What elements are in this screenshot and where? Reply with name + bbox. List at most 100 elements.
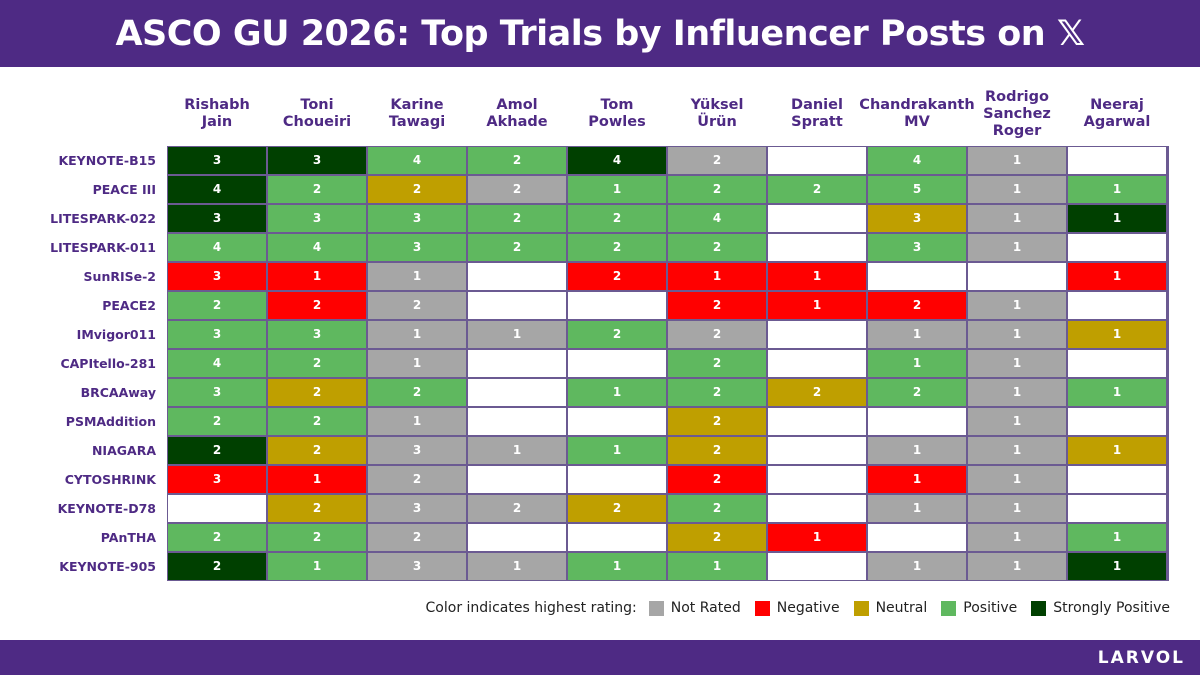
heatmap-cell	[567, 465, 667, 494]
heatmap-cell: 2	[167, 291, 267, 320]
heatmap-cell: 1	[1067, 552, 1167, 581]
heatmap-cell	[867, 523, 967, 552]
heatmap-cell: 1	[767, 291, 867, 320]
heatmap-cell: 2	[667, 465, 767, 494]
heatmap-cell: 1	[467, 320, 567, 349]
heatmap-cell: 1	[367, 349, 467, 378]
heatmap-cell: 2	[667, 175, 767, 204]
heatmap-cell: 4	[167, 233, 267, 262]
heatmap-cell: 2	[267, 436, 367, 465]
heatmap-cell: 1	[967, 204, 1067, 233]
heatmap-cell: 1	[467, 552, 567, 581]
heatmap-cell: 3	[367, 552, 467, 581]
heatmap-cell: 1	[867, 465, 967, 494]
heatmap-cell: 2	[867, 378, 967, 407]
heatmap-cell: 2	[667, 233, 767, 262]
heatmap-cell	[467, 407, 567, 436]
heatmap-cell: 3	[167, 262, 267, 291]
heatmap-cell	[467, 465, 567, 494]
heatmap-cell	[467, 349, 567, 378]
legend-item: Not Rated	[648, 600, 741, 616]
heatmap-cell: 1	[967, 291, 1067, 320]
heatmap-cell: 1	[967, 407, 1067, 436]
row-header: KEYNOTE-D78	[57, 501, 156, 516]
legend: Color indicates highest rating: Not Rate…	[426, 600, 1170, 616]
column-header: Toni Choueiri	[282, 97, 352, 130]
heatmap-cell: 2	[667, 436, 767, 465]
legend-items: Not Rated Negative Neutral Positive Strongly…	[648, 600, 1170, 616]
heatmap-cell: 2	[367, 523, 467, 552]
heatmap-cell: 3	[267, 146, 367, 175]
column-header: Rodrigo Sanchez Roger	[983, 88, 1051, 139]
heatmap-cell: 1	[1067, 436, 1167, 465]
title-bar: ASCO GU 2026: Top Trials by Influencer P…	[0, 0, 1200, 67]
heatmap-cell: 3	[167, 204, 267, 233]
heatmap-cell: 2	[667, 320, 767, 349]
heatmap-cell	[1067, 146, 1167, 175]
heatmap-cell: 1	[1067, 378, 1167, 407]
row-header: KEYNOTE-B15	[58, 153, 156, 168]
row-header: LITESPARK-011	[50, 240, 156, 255]
heatmap-cell: 1	[867, 349, 967, 378]
heatmap-cell: 1	[967, 494, 1067, 523]
heatmap-cell: 1	[767, 262, 867, 291]
row-header: PEACE2	[102, 298, 156, 313]
heatmap-cell	[967, 262, 1067, 291]
heatmap-cell: 3	[367, 233, 467, 262]
heatmap-cell	[767, 407, 867, 436]
heatmap-cell: 1	[467, 436, 567, 465]
heatmap-cell: 1	[967, 378, 1067, 407]
row-header: PEACE III	[92, 182, 156, 197]
heatmap-cell: 1	[267, 465, 367, 494]
heatmap-cell: 2	[467, 494, 567, 523]
page-title: ASCO GU 2026: Top Trials by Influencer P…	[115, 13, 1085, 54]
heatmap-cell: 2	[667, 494, 767, 523]
heatmap-cell: 2	[767, 175, 867, 204]
heatmap-cell: 1	[567, 378, 667, 407]
column-header: Yüksel Ürün	[690, 97, 744, 130]
legend-item: Strongly Positive	[1031, 600, 1170, 616]
legend-swatch	[853, 600, 869, 616]
heatmap-cell: 2	[567, 262, 667, 291]
heatmap-cell: 1	[1067, 262, 1167, 291]
legend-item: Neutral	[853, 600, 928, 616]
heatmap-cell: 2	[667, 291, 767, 320]
legend-item: Positive	[941, 600, 1017, 616]
heatmap-cell	[767, 204, 867, 233]
heatmap-cell: 1	[1067, 320, 1167, 349]
heatmap-cell	[567, 291, 667, 320]
heatmap-cell: 1	[567, 552, 667, 581]
legend-swatch	[648, 600, 664, 616]
heatmap-cell	[767, 320, 867, 349]
heatmap-cell: 2	[667, 146, 767, 175]
legend-label: Not Rated	[670, 600, 741, 616]
heatmap-cell	[467, 262, 567, 291]
heatmap-cell: 2	[667, 378, 767, 407]
heatmap-cell	[467, 523, 567, 552]
heatmap-cell: 2	[167, 407, 267, 436]
heatmap-cell: 2	[467, 233, 567, 262]
heatmap-cell: 2	[167, 523, 267, 552]
heatmap-cell: 1	[867, 552, 967, 581]
heatmap-cell: 2	[367, 378, 467, 407]
heatmap-cell	[467, 291, 567, 320]
heatmap-cell: 2	[467, 175, 567, 204]
heatmap-cell: 1	[967, 523, 1067, 552]
heatmap-cell: 1	[767, 523, 867, 552]
column-header: Neeraj Agarwal	[1083, 97, 1151, 130]
heatmap-cell: 3	[267, 204, 367, 233]
row-header: CYTOSHRINK	[64, 472, 156, 487]
legend-swatch	[1031, 600, 1047, 616]
heatmap-cell: 2	[367, 465, 467, 494]
heatmap-cell: 1	[367, 407, 467, 436]
heatmap-cell: 4	[567, 146, 667, 175]
column-header: Amol Akhade	[486, 97, 548, 130]
heatmap-cell	[767, 436, 867, 465]
heatmap-cell	[767, 465, 867, 494]
row-header: NIAGARA	[91, 443, 156, 458]
legend-label: Neutral	[875, 600, 928, 616]
heatmap-cell: 2	[567, 233, 667, 262]
legend-intro: Color indicates highest rating:	[425, 600, 637, 616]
heatmap-cell: 2	[267, 349, 367, 378]
heatmap-cell: 1	[567, 175, 667, 204]
